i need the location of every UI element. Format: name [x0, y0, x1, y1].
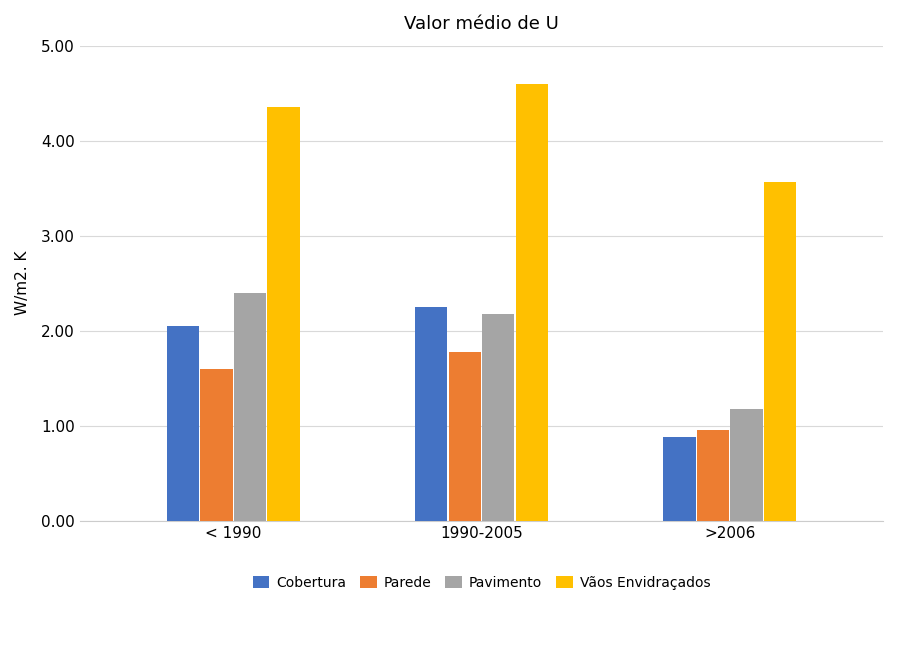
Bar — [268, 108, 300, 521]
Bar — [167, 326, 199, 521]
Bar — [448, 351, 480, 521]
Title: Valor médio de U: Valor médio de U — [404, 15, 559, 33]
Bar — [482, 314, 515, 521]
Bar — [764, 181, 797, 521]
Bar — [233, 293, 266, 521]
Bar — [200, 368, 233, 521]
Y-axis label: W/m2. K: W/m2. K — [15, 251, 30, 316]
Bar — [415, 307, 447, 521]
Bar — [515, 83, 548, 521]
Bar — [664, 437, 696, 521]
Legend: Cobertura, Parede, Pavimento, Vãos Envidraçados: Cobertura, Parede, Pavimento, Vãos Envid… — [247, 570, 716, 595]
Bar — [697, 430, 729, 521]
Bar — [730, 409, 762, 521]
